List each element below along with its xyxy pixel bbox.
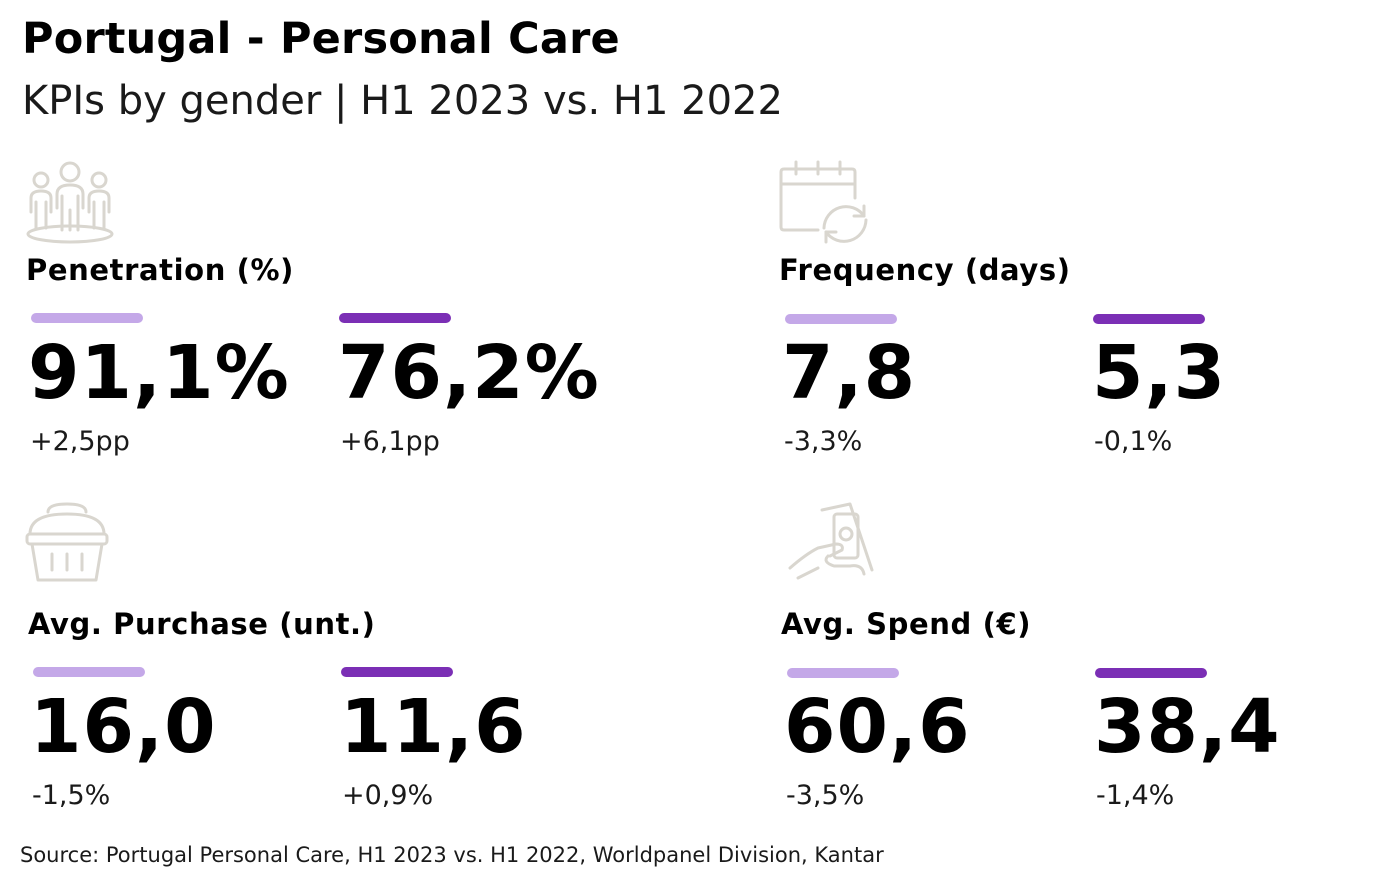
kpi-value: 76,2% [338, 330, 600, 416]
kpi-value: 11,6 [340, 684, 527, 770]
kpi-label-avg-spend: Avg. Spend (€) [781, 607, 1032, 641]
kpi-change: +2,5pp [30, 426, 130, 457]
kpi-value: 60,6 [784, 684, 971, 770]
kpi-value: 38,4 [1094, 684, 1281, 770]
series-bar-dark [1095, 668, 1207, 678]
page-title: Portugal - Personal Care [22, 14, 620, 64]
kpi-change: -0,1% [1094, 426, 1173, 457]
kpi-change: -3,5% [786, 780, 865, 811]
series-bar-dark [341, 667, 453, 677]
source-note: Source: Portugal Personal Care, H1 2023 … [20, 843, 884, 867]
hand-money-icon [788, 502, 874, 580]
series-bar-dark [1093, 314, 1205, 324]
series-bar-light [785, 314, 897, 324]
kpi-label-penetration: Penetration (%) [26, 253, 295, 287]
kpi-change: -1,4% [1096, 780, 1175, 811]
series-bar-dark [339, 313, 451, 323]
kpi-change: +6,1pp [340, 426, 440, 457]
kpi-value: 7,8 [782, 330, 917, 416]
series-bar-light [31, 313, 143, 323]
basket-icon [25, 502, 109, 582]
kpi-label-avg-purchase: Avg. Purchase (unt.) [28, 607, 376, 641]
kpi-value: 5,3 [1092, 330, 1227, 416]
calendar-refresh-icon [779, 160, 868, 244]
kpi-change: +0,9% [342, 780, 434, 811]
people-icon [26, 161, 114, 244]
kpi-change: -3,3% [784, 426, 863, 457]
kpi-value: 91,1% [28, 330, 290, 416]
page-subtitle: KPIs by gender | H1 2023 vs. H1 2022 [22, 78, 783, 124]
series-bar-light [33, 667, 145, 677]
series-bar-light [787, 668, 899, 678]
kpi-change: -1,5% [32, 780, 111, 811]
kpi-value: 16,0 [30, 684, 217, 770]
kpi-label-frequency: Frequency (days) [779, 253, 1071, 287]
